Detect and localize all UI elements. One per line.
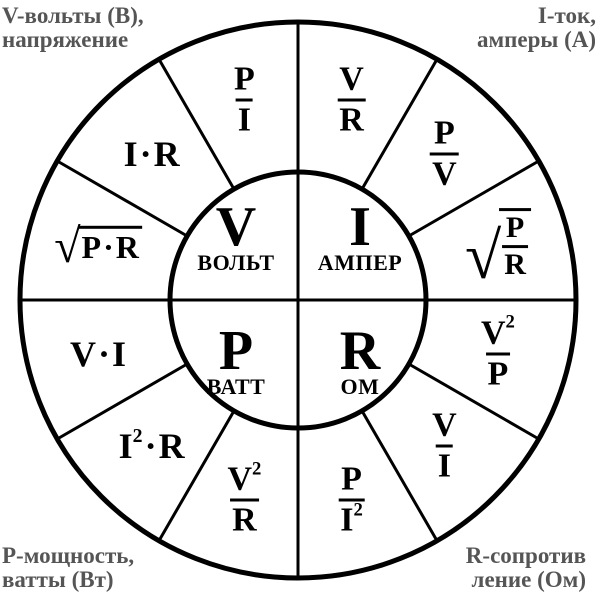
formula-cell: I2·R xyxy=(119,428,185,464)
formula-cell: V2P xyxy=(479,316,517,391)
formula-cell: V·I xyxy=(70,336,126,372)
ohms-law-wheel: V-вольты (В),напряжение I-ток,амперы (А)… xyxy=(0,0,596,600)
formula-cell: V2R xyxy=(225,462,263,537)
legend-power: P-мощность,ватты (Вт) xyxy=(2,544,134,592)
legend-current: I-ток,амперы (А) xyxy=(430,4,596,52)
legend-resistance: R-сопротивление (Ом) xyxy=(420,544,586,592)
formula-cell: PV xyxy=(430,116,459,191)
formula-cell: VI xyxy=(430,409,459,484)
symbol: I xyxy=(318,202,402,252)
wheel-structure xyxy=(0,0,596,600)
formula-cell: PI xyxy=(232,63,257,138)
center-P: P ВАТТ xyxy=(207,326,266,398)
formula-cell: VR xyxy=(337,63,366,138)
legend-voltage: V-вольты (В),напряжение xyxy=(2,4,144,52)
unit: ВОЛЬТ xyxy=(197,252,274,274)
formula-cell: I·R xyxy=(124,136,180,172)
formula-cell: PI2 xyxy=(338,462,365,537)
formula-cell: √PR xyxy=(465,209,531,285)
unit: АМПЕР xyxy=(318,252,402,274)
symbol: P xyxy=(207,326,266,376)
center-I: I АМПЕР xyxy=(318,202,402,274)
unit: ВАТТ xyxy=(207,376,266,398)
formula-cell: √P·R xyxy=(54,226,142,266)
center-R: R ОМ xyxy=(340,326,380,398)
center-V: V ВОЛЬТ xyxy=(197,202,274,274)
symbol: R xyxy=(340,326,380,376)
symbol: V xyxy=(197,202,274,252)
unit: ОМ xyxy=(340,376,380,398)
